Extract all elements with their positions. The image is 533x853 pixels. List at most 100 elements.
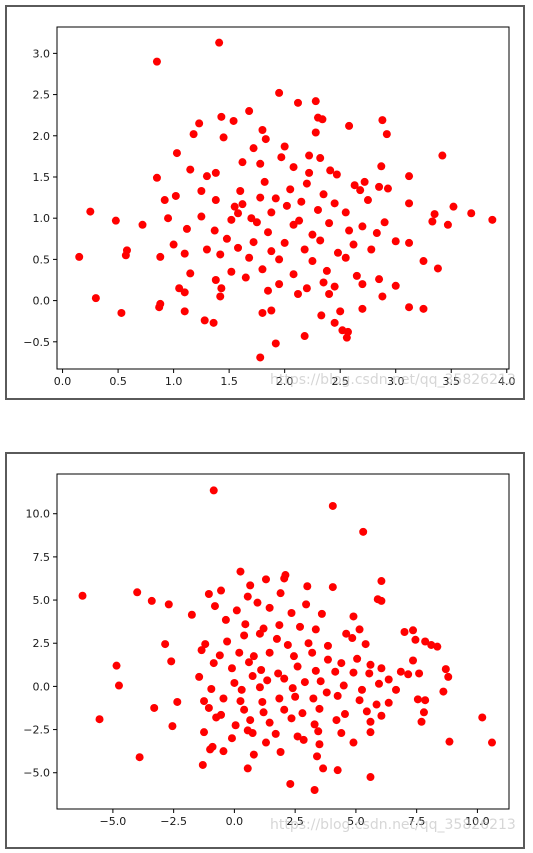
scatter-point — [311, 97, 320, 106]
scatter-point — [227, 664, 236, 673]
scatter-point — [404, 670, 413, 679]
scatter-point — [281, 571, 290, 580]
y-tick-label: −5.0 — [23, 767, 50, 780]
scatter-point — [310, 720, 319, 729]
y-tick-label: 3.0 — [33, 47, 51, 60]
scatter-point — [207, 684, 216, 693]
scatter-point — [330, 282, 339, 291]
y-tick-label: 10.0 — [26, 508, 51, 521]
scatter-point — [263, 676, 272, 685]
scatter-point — [222, 234, 231, 243]
scatter-point — [276, 748, 285, 757]
scatter-point — [267, 247, 276, 256]
scatter-point — [350, 181, 359, 190]
scatter-point — [419, 304, 428, 313]
scatter-point — [212, 713, 221, 722]
scatter-point — [319, 278, 328, 287]
scatter-point — [366, 660, 375, 669]
scatter-point — [200, 316, 209, 325]
scatter-point — [208, 742, 217, 751]
y-tick-label: 2.5 — [33, 637, 51, 650]
scatter-point — [352, 271, 361, 280]
scatter-point — [308, 257, 317, 266]
scatter-point — [326, 166, 335, 175]
scatter-point — [234, 243, 243, 252]
scatter-point — [384, 698, 393, 707]
scatter-point — [467, 209, 476, 218]
scatter-point — [280, 705, 289, 714]
scatter-point — [293, 98, 302, 107]
scatter-point — [235, 648, 244, 657]
scatter-point — [319, 190, 328, 199]
scatter-point — [221, 615, 230, 624]
scatter-point — [261, 135, 270, 144]
scatter-point — [114, 681, 123, 690]
scatter-chart-bottom: −5.0 −2.5 0.0 2.5 5.0 7.5 10.0 −5.0 −2.5 0.0 2.5 5.… — [23, 473, 510, 828]
scatter-point — [333, 248, 342, 257]
scatter-point — [167, 657, 176, 666]
scatter-point — [340, 710, 349, 719]
scatter-point — [272, 634, 281, 643]
scatter-point — [419, 257, 428, 266]
scatter-point — [355, 625, 364, 634]
scatter-point — [209, 318, 218, 327]
scatter-point — [409, 626, 418, 635]
scatter-point — [195, 672, 204, 681]
scatter-point — [378, 292, 387, 301]
scatter-point — [276, 589, 285, 598]
scatter-point — [219, 694, 228, 703]
scatter-point — [197, 646, 206, 655]
scatter-point — [443, 220, 452, 229]
x-tick-label: 2.5 — [286, 815, 304, 828]
scatter-point — [289, 270, 298, 279]
scatter-point — [180, 307, 189, 316]
scatter-point — [293, 662, 302, 671]
scatter-point — [298, 709, 307, 718]
scatter-point — [349, 612, 358, 621]
scatter-point — [311, 128, 320, 137]
scatter-point — [405, 172, 414, 181]
scatter-point — [377, 162, 386, 171]
scatter-point — [358, 222, 367, 231]
scatter-point — [336, 307, 345, 316]
scatter-point — [211, 196, 220, 205]
scatter-point — [358, 304, 367, 313]
scatter-point — [366, 717, 375, 726]
x-tick-label: 10.0 — [465, 815, 490, 828]
scatter-point — [156, 252, 165, 261]
scatter-point — [339, 681, 348, 690]
scatter-point — [197, 212, 206, 221]
scatter-point — [275, 621, 284, 630]
scatter-point — [311, 666, 320, 675]
scatter-point — [411, 635, 420, 644]
scatter-point — [256, 353, 265, 362]
scatter-point — [315, 704, 324, 713]
scatter-point — [391, 237, 400, 246]
scatter-point — [325, 219, 334, 228]
scatter-point — [315, 740, 324, 749]
y-tick-label: −2.5 — [23, 724, 50, 737]
scatter-point — [328, 501, 337, 510]
scatter-point — [249, 652, 258, 661]
scatter-point — [313, 752, 322, 761]
scatter-point — [349, 240, 358, 249]
scatter-point — [164, 600, 173, 609]
scatter-point — [75, 252, 84, 261]
scatter-point — [202, 245, 211, 254]
x-tick-label: 2.0 — [276, 375, 294, 388]
scatter-point — [267, 208, 276, 217]
scatter-point — [337, 659, 346, 668]
scatter-point — [349, 668, 358, 677]
scatter-point — [293, 290, 302, 299]
scatter-point — [249, 750, 258, 759]
scatter-point — [317, 609, 326, 618]
scatter-point — [211, 168, 220, 177]
x-tick-label: 3.5 — [443, 375, 461, 388]
scatter-point — [375, 182, 384, 191]
scatter-point — [91, 294, 100, 303]
scatter-point — [331, 667, 340, 676]
scatter-point — [333, 691, 342, 700]
scatter-point — [186, 165, 195, 174]
x-tick-label: 7.5 — [408, 815, 426, 828]
scatter-point — [316, 154, 325, 163]
